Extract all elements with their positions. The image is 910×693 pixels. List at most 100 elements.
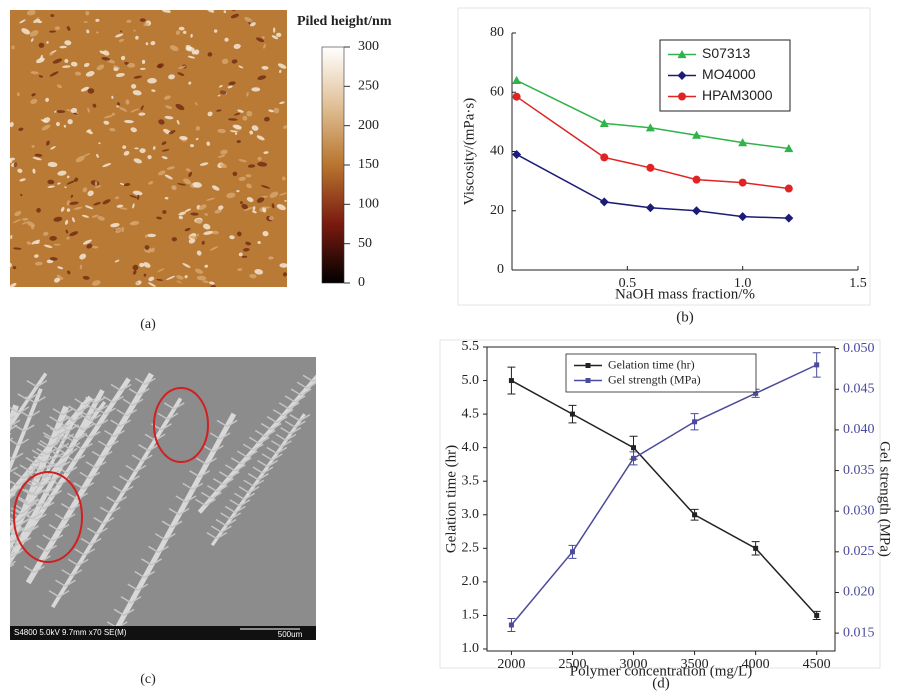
texture — [238, 486, 250, 494]
texture — [201, 240, 205, 245]
texture — [23, 424, 35, 432]
texture — [217, 94, 221, 97]
marker — [738, 178, 747, 187]
y2-tick-label: 0.020 — [843, 585, 875, 600]
texture — [13, 471, 25, 479]
texture — [43, 231, 49, 236]
texture — [23, 471, 35, 479]
texture — [46, 140, 50, 146]
texture — [70, 61, 78, 67]
texture — [232, 10, 236, 12]
texture — [242, 115, 248, 121]
texture — [257, 459, 268, 468]
y2-tick-label: 0.025 — [843, 544, 875, 559]
texture — [74, 548, 86, 556]
texture — [53, 216, 63, 222]
texture — [261, 453, 273, 461]
colorbar-tick-label: 100 — [358, 197, 379, 212]
texture — [67, 405, 79, 413]
texture — [268, 257, 274, 260]
texture — [140, 105, 144, 111]
texture — [211, 525, 222, 533]
texture — [243, 479, 255, 487]
marker — [753, 545, 759, 551]
colorbar-label: Piled height/nm — [297, 14, 392, 29]
texture — [161, 10, 171, 13]
texture — [296, 381, 308, 389]
texture — [128, 388, 140, 396]
texture — [177, 65, 187, 70]
texture — [246, 91, 249, 97]
texture — [67, 558, 79, 567]
texture — [29, 30, 39, 37]
texture — [133, 269, 137, 275]
y2-tick-label: 0.015 — [843, 625, 875, 640]
plot-frame — [486, 346, 836, 652]
texture — [10, 282, 17, 287]
texture — [91, 280, 101, 286]
y-axis-label: Viscosity/(mPa·s) — [461, 98, 477, 205]
texture — [306, 381, 316, 389]
texture — [158, 119, 165, 125]
texture — [46, 544, 58, 553]
texture — [111, 95, 114, 99]
texture — [152, 146, 156, 150]
marker — [814, 612, 820, 618]
texture — [312, 378, 316, 382]
texture — [294, 395, 306, 403]
texture — [112, 485, 124, 494]
texture — [62, 451, 74, 459]
texture — [261, 36, 265, 39]
texture — [37, 20, 43, 24]
texture — [126, 409, 138, 417]
texture — [80, 537, 92, 546]
texture — [84, 548, 96, 556]
texture — [95, 18, 100, 22]
texture — [227, 85, 233, 89]
texture — [10, 400, 107, 533]
texture — [64, 513, 76, 521]
texture — [10, 262, 12, 268]
texture — [144, 433, 156, 441]
texture — [224, 37, 229, 42]
texture — [12, 266, 17, 270]
y-tick-label: 2.5 — [462, 541, 480, 556]
texture — [138, 112, 146, 116]
texture — [133, 29, 136, 32]
texture — [158, 545, 169, 553]
texture — [278, 69, 282, 73]
texture — [49, 71, 59, 77]
marker — [512, 92, 521, 101]
texture — [189, 144, 195, 148]
marker — [692, 206, 702, 216]
texture — [257, 75, 267, 80]
texture — [0, 467, 7, 473]
texture — [164, 174, 173, 180]
texture — [145, 42, 149, 46]
texture — [120, 596, 132, 604]
texture — [150, 40, 156, 46]
texture — [190, 33, 193, 38]
texture — [85, 71, 95, 77]
texture — [53, 434, 65, 443]
caption: (c) — [140, 672, 156, 687]
texture — [12, 452, 24, 460]
texture — [55, 579, 66, 587]
texture — [35, 513, 47, 521]
texture — [227, 118, 238, 121]
texture — [32, 157, 42, 161]
texture — [143, 262, 151, 268]
texture — [54, 277, 61, 283]
texture — [49, 416, 61, 424]
texture — [234, 132, 238, 135]
texture — [243, 247, 250, 252]
texture — [147, 78, 157, 84]
texture — [207, 111, 213, 117]
texture — [238, 252, 243, 257]
texture — [30, 98, 38, 104]
texture — [246, 197, 254, 203]
marker — [646, 163, 655, 172]
colorbar-tick-label: 200 — [358, 118, 379, 133]
texture — [10, 560, 16, 566]
texture — [131, 454, 143, 462]
